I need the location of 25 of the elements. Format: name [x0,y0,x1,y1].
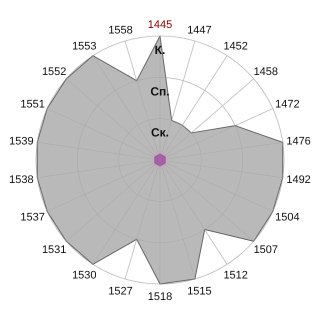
spoke-label: 1458 [254,66,278,78]
spoke-label: 1492 [286,174,311,186]
spoke-label: 1538 [9,174,34,186]
spoke-label: 1530 [72,269,97,282]
spoke-label: 1507 [254,244,278,256]
spoke-label: 1531 [42,244,66,256]
y-tick-label: Сп. [150,84,170,98]
spoke-label: 1512 [223,269,248,282]
spoke-label: 1504 [275,211,300,224]
spoke-label: 1527 [108,285,133,298]
spoke-label: 1539 [9,135,34,148]
spoke-label: 1476 [286,135,311,148]
spoke-label: 1445 [148,18,172,31]
spoke-label: 1551 [20,98,45,110]
y-tick-label: Ск. [150,126,170,140]
spoke-label: 1553 [72,40,97,52]
spoke-label: 1472 [275,98,300,110]
spoke-label: 1537 [20,211,45,224]
spoke-label: 1518 [148,290,172,303]
y-tick-label: К. [154,43,166,57]
spoke-label: 1558 [108,24,133,36]
spoke-label: 1447 [187,24,212,36]
spoke-label: 1452 [223,40,248,52]
spoke-label: 1515 [187,285,212,298]
spoke-label: 1552 [42,66,66,78]
